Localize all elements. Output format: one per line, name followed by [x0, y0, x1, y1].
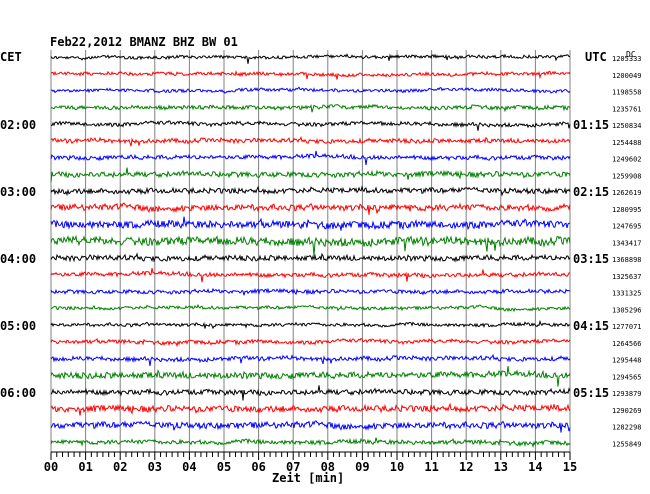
dc-value-label: 1294565 [612, 373, 642, 381]
x-tick-label: 10 [390, 460, 404, 474]
dc-value-label: 1305296 [612, 306, 642, 314]
left-hour-label: 02:00 [0, 118, 36, 132]
dc-value-label: 1343417 [612, 239, 642, 247]
dc-value-label: 1259908 [612, 172, 642, 180]
x-tick-label: 06 [251, 460, 265, 474]
x-tick-label: 00 [44, 460, 58, 474]
trace-line [50, 216, 571, 231]
dc-value-label: 1250834 [612, 122, 642, 130]
x-tick-label: 03 [148, 460, 162, 474]
right-hour-label: 02:15 [573, 185, 609, 199]
trace-line [50, 202, 571, 215]
x-tick-label: 01 [78, 460, 92, 474]
dc-value-label: 1255849 [612, 440, 642, 448]
trace-line [50, 252, 571, 263]
x-tick-label: 02 [113, 460, 127, 474]
trace-line [50, 385, 571, 401]
dc-value-label: 1247695 [612, 223, 642, 231]
trace-line [50, 337, 571, 348]
x-tick-label: 09 [355, 460, 369, 474]
dc-value-label: 1282298 [612, 424, 642, 432]
x-tick-label: 14 [528, 460, 542, 474]
dc-value-label: 1200049 [612, 72, 642, 80]
trace-line [50, 136, 571, 147]
trace-line [50, 185, 571, 197]
trace-line [50, 167, 571, 183]
right-hour-label: 04:15 [573, 319, 609, 333]
trace-line [50, 86, 571, 94]
x-tick-label: 11 [424, 460, 438, 474]
x-tick-label: 15 [563, 460, 577, 474]
trace-line [50, 319, 571, 330]
row-labels: 1205333 1200049 1198558 1235761 1250834 12544… [0, 55, 642, 448]
x-tick-label: 08 [321, 460, 335, 474]
trace-line [50, 287, 571, 296]
trace-line [50, 366, 571, 387]
trace-line [50, 103, 571, 113]
grid-lines [50, 50, 571, 452]
x-tick-label: 12 [459, 460, 473, 474]
dc-value-label: 1235761 [612, 105, 642, 113]
x-tick-label: 07 [286, 460, 300, 474]
trace-line [50, 353, 571, 367]
dc-value-label: 1198558 [612, 89, 642, 97]
trace-line [50, 234, 571, 256]
dc-value-label: 1325637 [612, 273, 642, 281]
right-timezone-label: UTC [585, 50, 607, 64]
dc-value-label: 1295448 [612, 357, 642, 365]
dc-value-label: 1331325 [612, 290, 642, 298]
dc-value-label: 1277071 [612, 323, 642, 331]
dc-value-label: 1262619 [612, 189, 642, 197]
trace-line [50, 303, 571, 313]
left-hour-label: 05:00 [0, 319, 36, 333]
trace-line [50, 268, 571, 283]
right-hour-label: 05:15 [573, 386, 609, 400]
x-tick-label: 04 [182, 460, 196, 474]
trace-line [50, 150, 571, 166]
x-axis: 00 01 02 03 04 05 06 07 08 09 10 11 12 13 14 15 [44, 451, 577, 474]
x-tick-label: 05 [217, 460, 231, 474]
dc-label: DC [626, 50, 636, 59]
dc-value-label: 1293879 [612, 390, 642, 398]
dc-value-label: 1254488 [612, 139, 642, 147]
left-timezone-label: CET [0, 50, 22, 64]
chart-title: Feb22,2012 BMANZ BHZ BW 01 [50, 35, 238, 49]
dc-value-label: 1249602 [612, 156, 642, 164]
dc-value-label: 1290269 [612, 407, 642, 415]
left-hour-label: 03:00 [0, 185, 36, 199]
right-hour-label: 01:15 [573, 118, 609, 132]
dc-value-label: 1280995 [612, 206, 642, 214]
trace-line [50, 402, 571, 416]
trace-line [50, 120, 571, 131]
x-tick-label: 13 [494, 460, 508, 474]
traces [50, 53, 571, 449]
x-axis-label: Zeit [min] [272, 471, 344, 485]
left-hour-label: 04:00 [0, 252, 36, 266]
dc-value-label: 1368898 [612, 256, 642, 264]
trace-line [50, 69, 571, 80]
right-hour-label: 03:15 [573, 252, 609, 266]
trace-line [50, 437, 571, 449]
trace-line [50, 53, 570, 64]
trace-line [50, 420, 571, 433]
dc-value-label: 1264566 [612, 340, 642, 348]
left-hour-label: 06:00 [0, 386, 36, 400]
dc-value-label: 1205333 [612, 55, 642, 63]
